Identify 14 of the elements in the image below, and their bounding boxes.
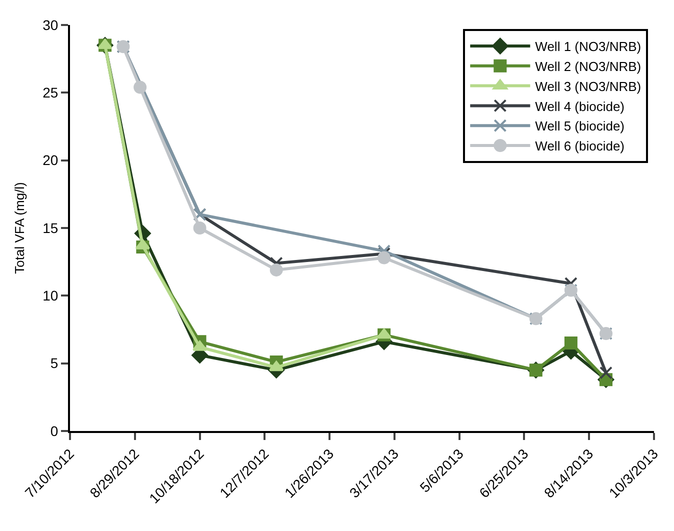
y-axis-title: Total VFA (mg/l) [12,182,28,274]
legend-label: Well 4 (biocide) [535,98,625,114]
y-tick-label: 0 [50,422,58,439]
y-tick-label: 10 [42,288,58,304]
legend-label: Well 2 (NO3/NRB) [535,58,642,74]
legend-label: Well 1 (NO3/NRB) [535,39,642,54]
y-tick-label: 20 [42,152,58,168]
y-tick-label: 30 [42,16,58,33]
y-tick-label: 5 [50,355,58,372]
y-tick-label: 25 [42,84,58,101]
legend-label: Well 3 (NO3/NRB) [535,78,642,94]
legend-label: Well 5 (biocide) [535,118,625,134]
legend-label: Well 6 (biocide) [535,138,625,154]
y-tick-label: 15 [42,220,58,236]
